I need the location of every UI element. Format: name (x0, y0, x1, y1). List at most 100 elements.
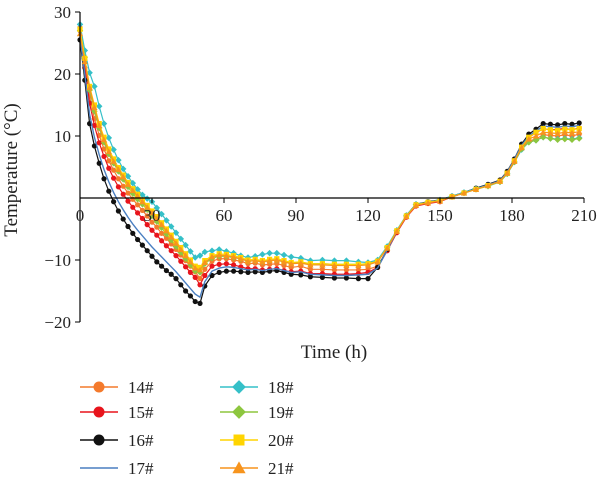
legend-marker (232, 380, 246, 394)
data-point (540, 129, 547, 135)
data-point (154, 259, 160, 265)
data-point (91, 83, 98, 90)
data-point (125, 198, 131, 204)
data-point (201, 259, 208, 265)
data-point (355, 276, 361, 282)
data-point (148, 209, 156, 216)
legend-label: 15# (128, 403, 154, 422)
data-point (144, 248, 150, 254)
data-point (172, 229, 180, 236)
data-point (159, 263, 165, 269)
data-point (125, 190, 131, 196)
ticks-layer: 0 30 60 90 120 150 180 210 −20 −10 10 20 30 (44, 3, 596, 332)
data-point (319, 274, 325, 280)
legend-label: 20# (268, 431, 294, 450)
data-point (511, 158, 518, 164)
data-point (168, 271, 174, 277)
series-19 (76, 27, 583, 276)
series-20 (77, 26, 582, 271)
data-point (91, 122, 97, 129)
data-point (472, 186, 480, 192)
data-point (554, 136, 561, 143)
data-point (101, 146, 107, 152)
data-point (575, 135, 583, 142)
data-point (532, 132, 540, 139)
data-point (111, 167, 117, 173)
data-point (163, 267, 169, 274)
legend-item-16: 16# (80, 431, 154, 450)
data-point (280, 251, 288, 259)
data-point (223, 252, 230, 259)
data-point (576, 128, 583, 135)
data-point (555, 122, 561, 128)
data-point (197, 276, 203, 282)
data-point (223, 268, 229, 274)
data-point (518, 144, 525, 151)
data-point (231, 262, 237, 268)
data-point (187, 269, 193, 275)
data-point (484, 182, 492, 189)
data-point (245, 269, 251, 275)
data-point (182, 241, 189, 249)
series-line (79, 30, 580, 286)
legend-item-18: 18# (220, 378, 294, 397)
data-point (547, 121, 554, 127)
data-point (424, 199, 432, 206)
x-tick-label: 210 (571, 206, 597, 225)
series-17 (79, 36, 580, 299)
data-point (403, 213, 410, 220)
data-point (364, 261, 372, 268)
data-point (91, 104, 98, 110)
data-point (209, 263, 215, 269)
series-21 (76, 30, 583, 273)
series-line (79, 29, 580, 269)
data-point (307, 266, 313, 272)
data-point (343, 262, 350, 269)
data-point (172, 240, 180, 246)
data-point (129, 187, 136, 194)
data-point (287, 253, 295, 261)
data-point (149, 253, 155, 259)
legend-item-20: 20# (220, 431, 294, 450)
data-point (81, 58, 88, 65)
data-point (237, 255, 244, 262)
legend-marker (93, 434, 105, 446)
data-point (178, 258, 184, 264)
data-point (540, 125, 546, 132)
data-point (135, 236, 141, 243)
data-point (539, 133, 547, 141)
data-point (343, 267, 349, 273)
data-point (238, 269, 244, 275)
data-point (154, 232, 160, 238)
data-point (163, 217, 170, 224)
legend-marker (232, 405, 246, 419)
data-point (525, 135, 532, 142)
data-point (568, 136, 576, 143)
data-point (120, 216, 126, 222)
x-tick-label: 30 (144, 206, 161, 225)
data-point (393, 228, 400, 234)
data-point (355, 267, 361, 273)
data-point (496, 178, 504, 184)
legend-marker (93, 381, 105, 393)
data-point (216, 269, 222, 275)
data-point (196, 266, 204, 273)
data-point (135, 202, 141, 208)
data-point (129, 179, 137, 187)
data-point (177, 235, 185, 243)
data-point (297, 259, 304, 266)
data-point (504, 170, 511, 176)
data-point (288, 260, 295, 267)
data-point (259, 258, 266, 265)
data-point (159, 238, 165, 244)
x-tick-label: 150 (427, 206, 453, 225)
data-point (191, 254, 199, 261)
data-point (365, 276, 371, 282)
data-point (192, 274, 198, 280)
data-point (163, 243, 169, 249)
data-point (355, 262, 362, 269)
data-point (124, 181, 132, 187)
data-point (100, 120, 108, 127)
data-point (196, 252, 204, 259)
